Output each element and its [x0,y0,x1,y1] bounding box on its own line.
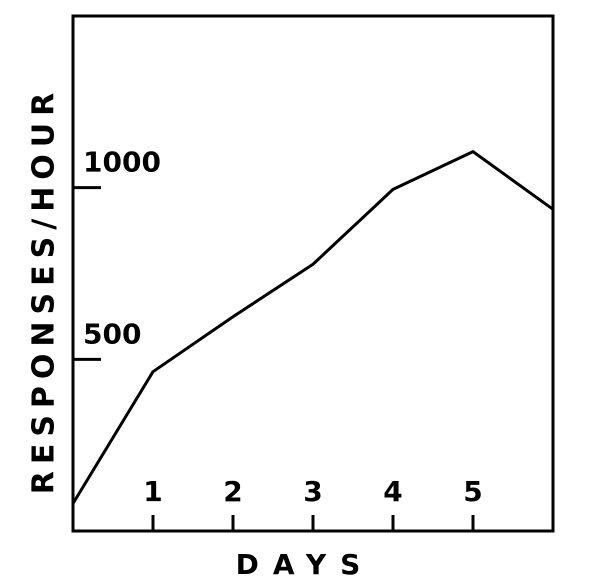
y-tick-label: 500 [83,317,141,350]
y-tick-label: 1000 [83,146,161,179]
plot-frame [71,14,555,533]
x-tick-label: 3 [303,475,322,508]
y-axis-label: RESPONSES/HOUR [27,86,62,495]
x-axis-label: DAYS [236,548,375,581]
x-tick-label: 1 [143,475,162,508]
x-tick-label: 2 [223,475,242,508]
x-tick-label: 5 [463,475,482,508]
data-line [71,150,554,505]
x-tick-label: 4 [383,475,402,508]
